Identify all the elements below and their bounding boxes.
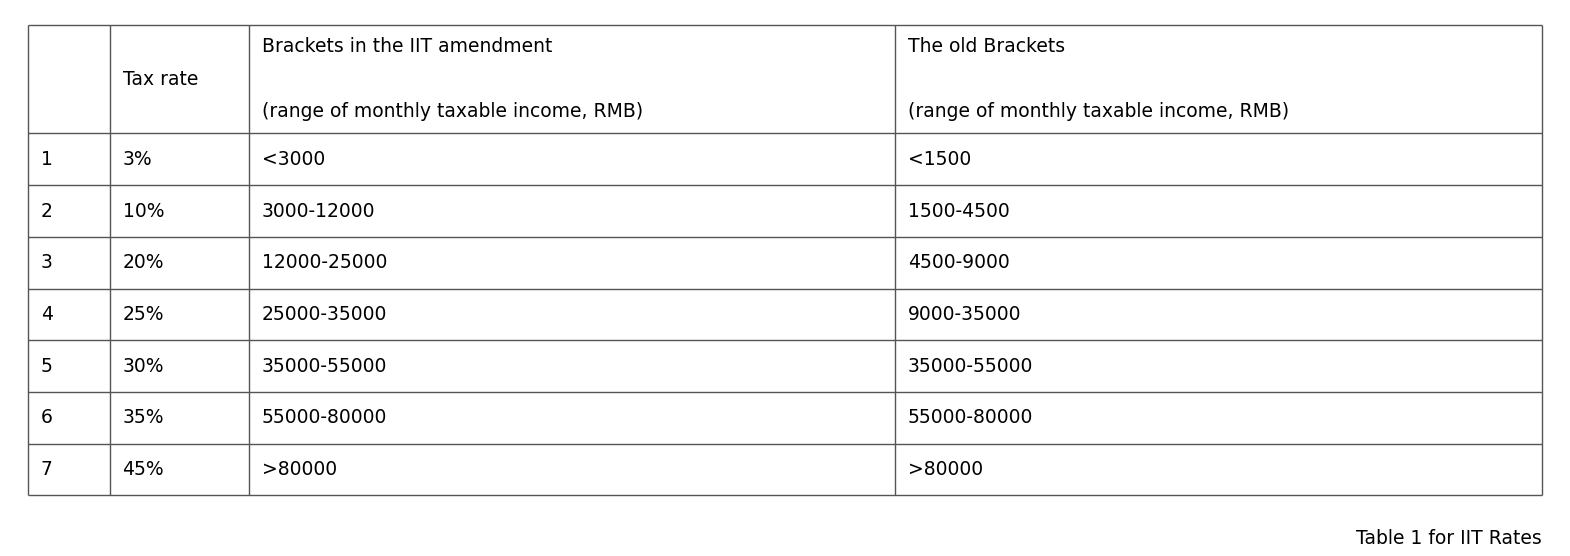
Text: 3000-12000: 3000-12000 xyxy=(262,201,375,221)
Text: 45%: 45% xyxy=(122,460,165,479)
Text: 35000-55000: 35000-55000 xyxy=(262,356,388,376)
Text: <1500: <1500 xyxy=(907,150,972,169)
Text: Table 1 for IIT Rates: Table 1 for IIT Rates xyxy=(1356,529,1542,548)
Text: 10%: 10% xyxy=(122,201,163,221)
Text: 3: 3 xyxy=(41,253,53,272)
Text: 9000-35000: 9000-35000 xyxy=(907,305,1022,324)
Text: Brackets in the IIT amendment: Brackets in the IIT amendment xyxy=(262,37,553,56)
Text: >80000: >80000 xyxy=(907,460,983,479)
Text: 7: 7 xyxy=(41,460,53,479)
Text: 25%: 25% xyxy=(122,305,163,324)
Text: 4: 4 xyxy=(41,305,53,324)
Text: (range of monthly taxable income, RMB): (range of monthly taxable income, RMB) xyxy=(907,102,1289,121)
Text: 25000-35000: 25000-35000 xyxy=(262,305,388,324)
Text: Tax rate: Tax rate xyxy=(122,70,198,89)
Text: 20%: 20% xyxy=(122,253,163,272)
Text: 1500-4500: 1500-4500 xyxy=(907,201,1010,221)
Text: >80000: >80000 xyxy=(262,460,338,479)
Text: <3000: <3000 xyxy=(262,150,325,169)
Text: 35%: 35% xyxy=(122,408,163,428)
Text: 12000-25000: 12000-25000 xyxy=(262,253,388,272)
Text: 55000-80000: 55000-80000 xyxy=(907,408,1033,428)
Text: (range of monthly taxable income, RMB): (range of monthly taxable income, RMB) xyxy=(262,102,642,121)
Text: 2: 2 xyxy=(41,201,53,221)
Text: The old Brackets: The old Brackets xyxy=(907,37,1064,56)
Text: 55000-80000: 55000-80000 xyxy=(262,408,388,428)
Text: 6: 6 xyxy=(41,408,53,428)
Text: 35000-55000: 35000-55000 xyxy=(907,356,1033,376)
Text: 5: 5 xyxy=(41,356,53,376)
Text: 4500-9000: 4500-9000 xyxy=(907,253,1010,272)
Text: 30%: 30% xyxy=(122,356,163,376)
Text: 3%: 3% xyxy=(122,150,152,169)
Text: 1: 1 xyxy=(41,150,53,169)
